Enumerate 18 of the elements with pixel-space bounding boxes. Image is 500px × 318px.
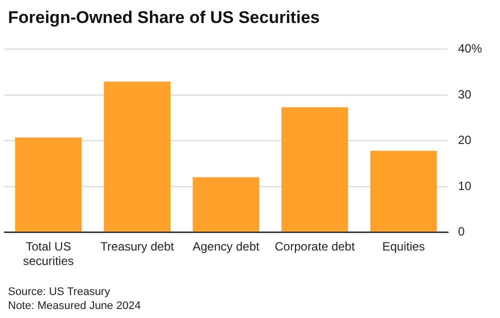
bar xyxy=(281,107,348,232)
x-tick-label: Total US securities xyxy=(23,240,74,268)
text: Note: Measured June 2024 xyxy=(8,299,141,313)
x-tick-label: Agency debt xyxy=(192,240,260,254)
y-tick-label: 0 xyxy=(458,224,465,239)
x-tick-label: Equities xyxy=(382,240,425,254)
y-tick-label: 30 xyxy=(458,87,472,102)
x-tick-label: Corporate debt xyxy=(274,240,356,254)
bar xyxy=(104,82,170,232)
source-note: Source: US Treasury xyxy=(8,285,112,299)
x-tick-label: Treasury debt xyxy=(100,240,175,254)
y-tick-label: 20 xyxy=(458,133,472,148)
chart-title: Foreign-Owned Share of US Securities xyxy=(8,8,320,28)
bar xyxy=(192,177,260,232)
bar xyxy=(15,138,82,232)
y-tick-label: 10 xyxy=(458,178,472,193)
bar xyxy=(370,150,437,232)
y-tick-label: 40% xyxy=(458,42,482,56)
